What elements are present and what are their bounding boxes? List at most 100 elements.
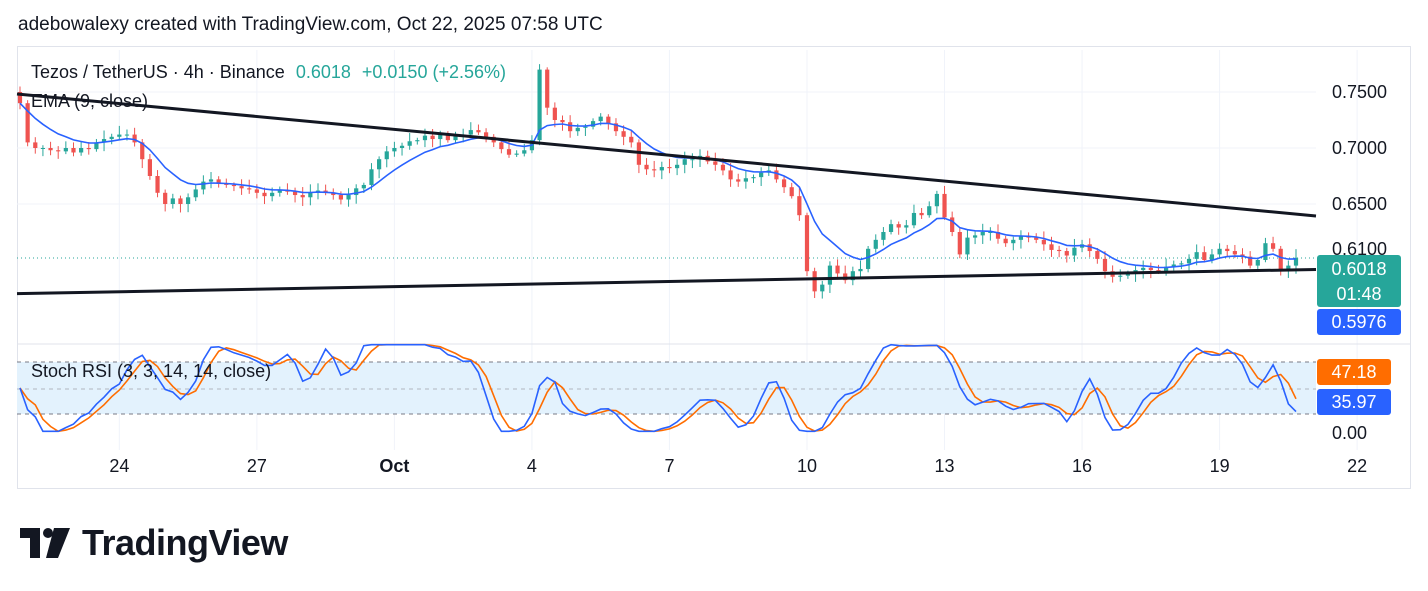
candle [789, 182, 794, 199]
candle [751, 174, 756, 183]
candle-body [934, 193, 939, 207]
candle [904, 219, 909, 234]
candle [415, 137, 420, 145]
candle [86, 141, 91, 155]
symbol-name: Tezos / TetherUS · 4h · Binance [31, 62, 285, 82]
candle [1186, 254, 1192, 273]
candle-body [185, 197, 191, 204]
candle-body [866, 248, 871, 269]
price-change-value: +0.0150 (+2.56%) [361, 62, 506, 82]
ema-line [19, 102, 1297, 269]
candle-body [835, 265, 840, 274]
candle [483, 128, 489, 143]
candle-body [361, 184, 366, 189]
candle [881, 227, 886, 246]
candle [667, 158, 672, 174]
candle-body [613, 123, 619, 132]
candle-body [1141, 267, 1146, 271]
candle-body [407, 141, 412, 146]
resistance-trendline [16, 92, 1317, 218]
candle-body [522, 150, 527, 154]
candle [606, 114, 611, 130]
ema-legend[interactable]: EMA (9, close) [31, 91, 149, 111]
candle [178, 195, 183, 213]
candle-body [262, 192, 267, 197]
candle-body [308, 192, 313, 198]
last-price-value: 0.6018 [295, 62, 351, 82]
candle-body [254, 189, 259, 193]
candle [17, 86, 23, 110]
candle-body [1095, 251, 1100, 259]
candle-body [1156, 270, 1161, 272]
symbol-legend[interactable]: Tezos / TetherUS · 4h · Binance 0.6018 +… [31, 62, 506, 83]
candle [835, 259, 840, 279]
candle [942, 185, 947, 220]
candle [1087, 238, 1092, 258]
support-trendline [16, 267, 1317, 296]
candle [1179, 260, 1184, 270]
price-tick-label: 0.7000 [1332, 138, 1387, 158]
candle-body [33, 142, 38, 148]
candle-body [1034, 237, 1039, 240]
candle [934, 190, 939, 214]
candle [728, 163, 733, 187]
candle-body [1125, 273, 1131, 276]
candle [927, 201, 932, 218]
candle-body [812, 271, 817, 292]
candle [216, 176, 221, 188]
candle-body [667, 167, 672, 169]
candle-body [468, 130, 473, 135]
candle [109, 133, 114, 145]
candle [919, 207, 924, 219]
candle-body [881, 232, 886, 240]
candle [1202, 246, 1207, 263]
time-axis: 24 27 Oct 4 7 10 13 16 19 22 [109, 456, 1367, 476]
candle-body [1148, 267, 1153, 271]
candle-body [1186, 258, 1192, 264]
candle [804, 212, 810, 277]
tradingview-logo[interactable]: TradingView [20, 522, 288, 564]
candle-body [239, 186, 244, 189]
candle-body [1164, 266, 1169, 272]
candle [682, 151, 687, 174]
candle-body [965, 237, 970, 255]
candle-body [1102, 258, 1108, 272]
brand-name: TradingView [82, 522, 288, 563]
candle-body [873, 239, 878, 249]
candle-body [919, 212, 924, 216]
candle-body [728, 170, 733, 180]
candle [285, 183, 290, 195]
candle-body [568, 122, 573, 132]
stoch-rsi-legend[interactable]: Stoch RSI (3, 3, 14, 14, close) [31, 361, 272, 381]
candle [163, 189, 168, 212]
candle-body [797, 196, 802, 216]
candle [25, 100, 30, 147]
candle-body [514, 153, 519, 155]
candle [33, 137, 38, 154]
candle [1057, 245, 1062, 258]
candle-body [193, 189, 198, 198]
candle [79, 141, 84, 156]
candle-body [399, 145, 405, 148]
candle [277, 186, 282, 197]
candle-body [1057, 249, 1062, 252]
candle-body [1118, 275, 1123, 277]
candle-body [575, 127, 580, 132]
candle-body [132, 134, 137, 143]
candle [1018, 230, 1024, 249]
candle-body [178, 198, 183, 204]
candle [690, 153, 695, 169]
candle [858, 260, 863, 278]
candle [101, 130, 107, 152]
time-tick-label: 4 [527, 456, 537, 476]
candle-body [155, 176, 160, 193]
candle [850, 266, 855, 286]
price-axis: 0.7500 0.7000 0.6500 0.6100 [1332, 82, 1387, 259]
candle-body [79, 148, 84, 153]
candle [201, 175, 206, 195]
candle-body [980, 232, 985, 236]
candle-body [201, 181, 206, 190]
candle-body [896, 224, 901, 228]
candle-body [94, 142, 99, 150]
